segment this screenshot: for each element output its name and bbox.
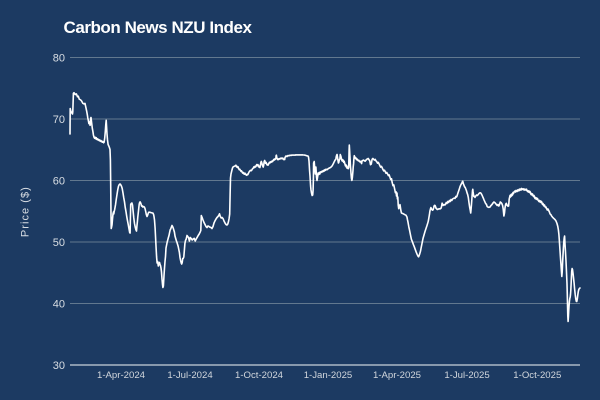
svg-text:1-Oct-2025: 1-Oct-2025 (513, 370, 561, 381)
svg-text:Carbon News NZU Index: Carbon News NZU Index (64, 18, 253, 37)
svg-text:1-Apr-2024: 1-Apr-2024 (97, 370, 146, 381)
svg-text:1-Oct-2024: 1-Oct-2024 (235, 370, 284, 381)
svg-text:1-Jul-2024: 1-Jul-2024 (167, 370, 213, 381)
svg-text:30: 30 (53, 360, 65, 372)
svg-text:1-Jul-2025: 1-Jul-2025 (444, 370, 489, 381)
svg-text:80: 80 (53, 53, 65, 65)
svg-text:Price ($): Price ($) (20, 186, 32, 237)
svg-text:1-Apr-2025: 1-Apr-2025 (373, 370, 421, 381)
svg-text:60: 60 (53, 176, 65, 188)
svg-text:1-Jan-2025: 1-Jan-2025 (304, 370, 353, 381)
svg-text:50: 50 (53, 237, 65, 249)
svg-text:40: 40 (53, 299, 65, 311)
svg-text:70: 70 (53, 114, 65, 126)
